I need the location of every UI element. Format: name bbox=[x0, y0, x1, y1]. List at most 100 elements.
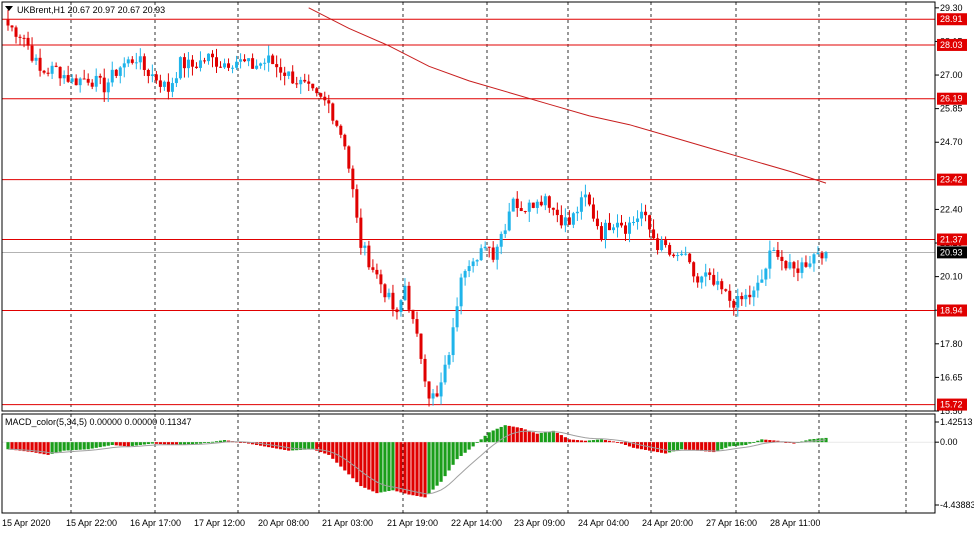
candle-body[interactable] bbox=[395, 309, 399, 313]
candle-body[interactable] bbox=[800, 262, 804, 273]
candle-body[interactable] bbox=[411, 309, 415, 320]
candle-body[interactable] bbox=[319, 93, 323, 97]
candle-body[interactable] bbox=[94, 75, 98, 87]
candle-body[interactable] bbox=[299, 79, 303, 85]
candle-body[interactable] bbox=[680, 253, 684, 256]
candle-body[interactable] bbox=[427, 381, 431, 399]
candle-body[interactable] bbox=[732, 300, 736, 308]
candle-body[interactable] bbox=[379, 274, 383, 285]
candle-body[interactable] bbox=[74, 78, 78, 86]
candle-body[interactable] bbox=[98, 75, 102, 78]
candle-body[interactable] bbox=[279, 67, 283, 73]
candle-body[interactable] bbox=[716, 281, 720, 285]
candle-body[interactable] bbox=[736, 296, 740, 308]
candle-body[interactable] bbox=[431, 393, 435, 399]
candle-body[interactable] bbox=[375, 269, 379, 275]
candle-body[interactable] bbox=[471, 261, 475, 267]
candle-body[interactable] bbox=[211, 53, 214, 58]
candle-body[interactable] bbox=[423, 358, 427, 382]
candle-body[interactable] bbox=[603, 222, 607, 239]
candle-body[interactable] bbox=[403, 285, 407, 301]
candle-body[interactable] bbox=[708, 272, 712, 275]
candle-body[interactable] bbox=[335, 120, 339, 126]
candle-body[interactable] bbox=[656, 238, 660, 251]
candle-body[interactable] bbox=[804, 262, 808, 267]
candle-body[interactable] bbox=[239, 59, 243, 62]
candle-body[interactable] bbox=[327, 100, 331, 104]
candle-body[interactable] bbox=[415, 319, 419, 334]
candle-body[interactable] bbox=[443, 364, 447, 383]
candle-body[interactable] bbox=[595, 218, 599, 227]
candle-body[interactable] bbox=[351, 168, 355, 190]
candle-body[interactable] bbox=[283, 72, 287, 76]
candle-body[interactable] bbox=[26, 37, 30, 46]
candle-body[interactable] bbox=[170, 83, 174, 92]
candle-body[interactable] bbox=[339, 125, 343, 135]
candle-body[interactable] bbox=[122, 63, 126, 68]
candle-body[interactable] bbox=[174, 78, 178, 84]
candle-body[interactable] bbox=[90, 82, 94, 87]
candle-body[interactable] bbox=[291, 71, 295, 84]
candle-body[interactable] bbox=[130, 59, 134, 63]
candle-body[interactable] bbox=[399, 300, 403, 313]
candle-body[interactable] bbox=[355, 189, 359, 218]
candle-body[interactable] bbox=[126, 59, 130, 64]
candle-body[interactable] bbox=[672, 254, 676, 257]
candle-body[interactable] bbox=[459, 277, 463, 307]
candle-body[interactable] bbox=[796, 268, 800, 273]
candle-body[interactable] bbox=[644, 211, 648, 216]
candle-body[interactable] bbox=[315, 88, 319, 94]
candle-body[interactable] bbox=[571, 213, 575, 225]
candle-body[interactable] bbox=[331, 103, 335, 121]
candle-body[interactable] bbox=[235, 61, 239, 68]
candle-body[interactable] bbox=[507, 211, 511, 231]
candle-body[interactable] bbox=[271, 55, 275, 65]
candle-body[interactable] bbox=[435, 393, 439, 397]
candle-body[interactable] bbox=[455, 306, 459, 328]
candle-body[interactable] bbox=[632, 221, 636, 223]
candle-body[interactable] bbox=[599, 226, 603, 239]
candle-body[interactable] bbox=[523, 211, 527, 213]
candle-body[interactable] bbox=[247, 58, 251, 62]
candle-body[interactable] bbox=[263, 62, 267, 64]
candle-body[interactable] bbox=[724, 289, 728, 291]
candle-body[interactable] bbox=[788, 262, 792, 269]
candle-body[interactable] bbox=[106, 82, 110, 93]
candle-body[interactable] bbox=[491, 247, 495, 260]
candle-body[interactable] bbox=[34, 57, 38, 61]
candle-body[interactable] bbox=[700, 276, 704, 283]
candle-body[interactable] bbox=[371, 267, 375, 270]
candle-body[interactable] bbox=[495, 246, 499, 260]
candle-body[interactable] bbox=[307, 81, 311, 84]
candle-body[interactable] bbox=[383, 284, 387, 298]
candle-body[interactable] bbox=[620, 222, 623, 226]
candle-body[interactable] bbox=[607, 222, 611, 231]
candle-body[interactable] bbox=[138, 56, 142, 63]
candle-body[interactable] bbox=[66, 75, 70, 82]
candle-body[interactable] bbox=[712, 274, 716, 285]
candle-body[interactable] bbox=[255, 65, 259, 69]
candle-body[interactable] bbox=[479, 248, 483, 261]
candle-body[interactable] bbox=[519, 208, 523, 212]
candle-body[interactable] bbox=[567, 217, 571, 225]
candle-body[interactable] bbox=[227, 63, 231, 68]
candle-body[interactable] bbox=[511, 198, 515, 212]
candle-body[interactable] bbox=[347, 146, 351, 169]
candle-body[interactable] bbox=[439, 382, 443, 397]
candle-body[interactable] bbox=[251, 58, 255, 69]
candle-body[interactable] bbox=[162, 81, 166, 87]
candle-body[interactable] bbox=[14, 27, 18, 37]
candle-body[interactable] bbox=[772, 250, 776, 252]
candle-body[interactable] bbox=[499, 233, 503, 247]
candle-body[interactable] bbox=[142, 56, 146, 70]
candle-body[interactable] bbox=[824, 252, 828, 259]
candle-body[interactable] bbox=[764, 268, 768, 280]
candle-body[interactable] bbox=[407, 285, 411, 310]
candle-body[interactable] bbox=[744, 294, 748, 300]
candle-body[interactable] bbox=[575, 211, 579, 214]
candle-body[interactable] bbox=[86, 78, 90, 83]
candle-body[interactable] bbox=[660, 240, 664, 251]
candle-body[interactable] bbox=[463, 271, 467, 278]
candle-body[interactable] bbox=[447, 355, 451, 365]
candle-body[interactable] bbox=[363, 245, 367, 248]
